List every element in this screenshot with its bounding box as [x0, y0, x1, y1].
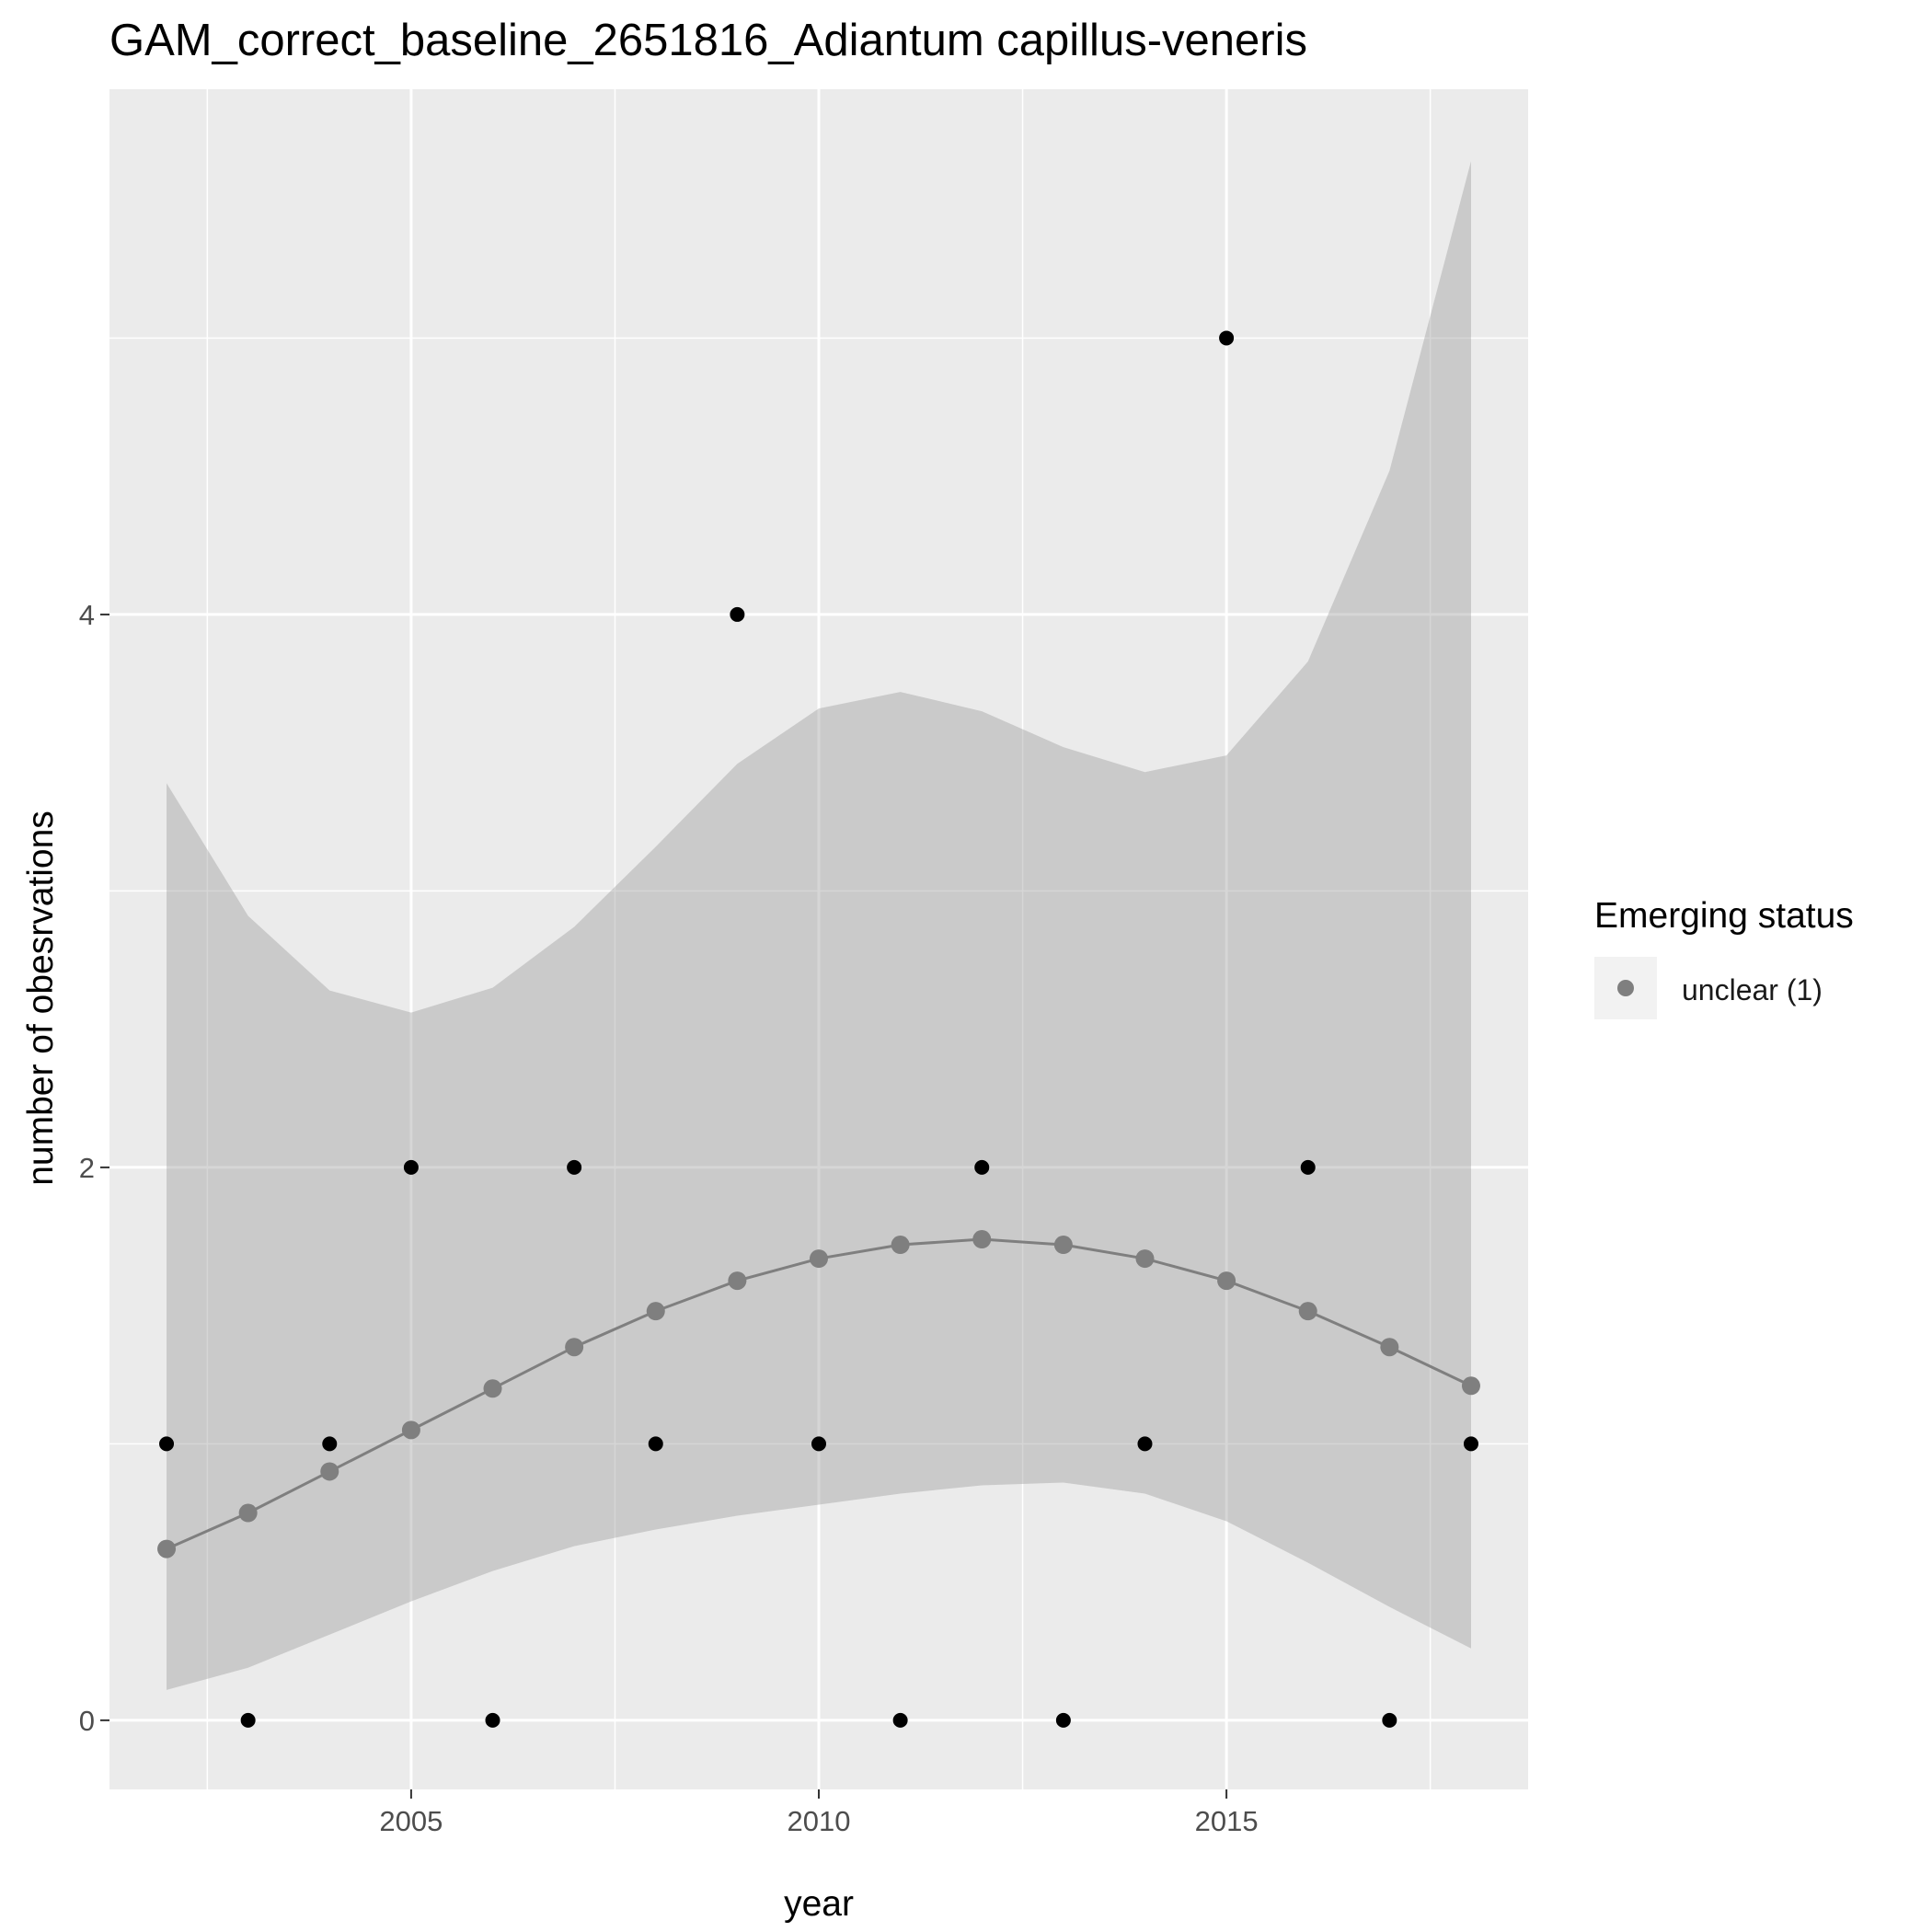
legend-key-dot: [1617, 980, 1634, 996]
x-axis-ticks: 2005 2010 2015: [379, 1789, 1259, 1837]
x-axis-label: year: [784, 1884, 854, 1924]
fit-point: [157, 1539, 177, 1558]
y-axis-ticks: 0 2 4: [79, 599, 109, 1737]
legend-title: Emerging status: [1594, 896, 1854, 936]
observed-point: [974, 1159, 990, 1175]
y-tick-label: 0: [79, 1705, 95, 1737]
observed-point: [403, 1159, 419, 1175]
fit-point: [1053, 1236, 1073, 1255]
observed-point: [1219, 330, 1235, 346]
observed-point: [730, 606, 745, 622]
y-tick-label: 2: [79, 1152, 95, 1184]
fit-point: [320, 1462, 339, 1481]
observed-points: [159, 330, 1478, 1728]
observed-point: [811, 1436, 826, 1452]
x-tick-label: 2005: [379, 1805, 443, 1837]
fit-point: [1298, 1302, 1317, 1321]
observed-point: [1463, 1436, 1478, 1452]
observed-point: [1300, 1159, 1316, 1175]
fit-point: [238, 1503, 258, 1523]
fit-point: [483, 1379, 502, 1398]
fit-point: [565, 1338, 584, 1357]
fit-point: [891, 1236, 910, 1255]
observed-point: [892, 1712, 908, 1728]
fit-point: [1135, 1249, 1155, 1269]
observed-point: [567, 1159, 582, 1175]
legend: Emerging status unclear (1): [1594, 896, 1854, 1019]
observed-point: [159, 1436, 175, 1452]
fit-point: [728, 1271, 747, 1291]
chart-title: GAM_correct_baseline_2651816_Adiantum ca…: [109, 16, 1307, 65]
x-tick-label: 2015: [1195, 1805, 1259, 1837]
observed-point: [485, 1712, 500, 1728]
y-tick-label: 4: [79, 599, 95, 631]
grid-major: [109, 89, 1528, 1789]
fit-point: [401, 1420, 420, 1440]
observed-point: [322, 1436, 338, 1452]
fit-point: [1461, 1376, 1480, 1396]
observed-point: [1137, 1436, 1153, 1452]
observed-point: [240, 1712, 256, 1728]
fit-point: [972, 1230, 992, 1249]
legend-entry-label: unclear (1): [1682, 973, 1823, 1006]
x-tick-label: 2010: [788, 1805, 851, 1837]
fit-points: [157, 1230, 1480, 1558]
fit-point: [1217, 1271, 1236, 1291]
y-axis-label: number of obesrvations: [21, 811, 61, 1186]
confidence-ribbon: [167, 161, 1471, 1690]
fit-point: [646, 1302, 665, 1321]
fit-point: [810, 1249, 828, 1269]
observed-point: [1382, 1712, 1397, 1728]
observed-point: [1055, 1712, 1071, 1728]
observed-point: [648, 1436, 663, 1452]
fit-point: [1380, 1338, 1399, 1357]
